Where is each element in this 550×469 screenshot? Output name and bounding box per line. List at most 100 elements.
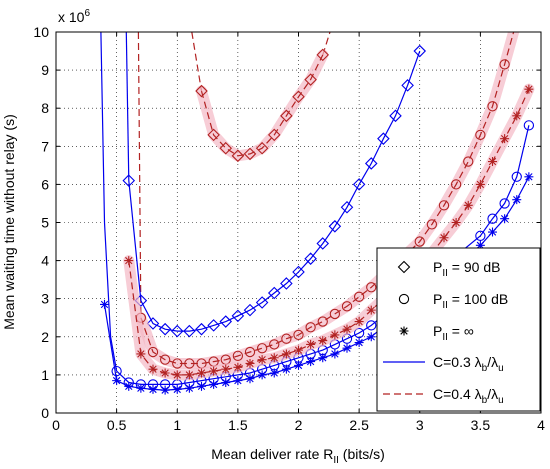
data-point-circle — [184, 358, 195, 369]
x-tick-label: 3.5 — [471, 417, 491, 433]
data-point-diamond — [328, 220, 342, 233]
data-point-circle — [512, 16, 521, 25]
data-point-star — [500, 214, 510, 224]
data-point-star — [281, 349, 291, 359]
data-point-star — [233, 362, 243, 372]
series-C04-diamond — [195, 48, 330, 163]
x-tick-label: 1 — [173, 417, 181, 433]
data-point-diamond — [231, 149, 245, 163]
data-point-diamond — [377, 132, 390, 145]
data-point-circle — [366, 282, 377, 293]
data-point-star — [399, 326, 409, 336]
data-point-circle — [281, 333, 292, 344]
data-point-star — [197, 381, 206, 391]
legend-label: C=0.4 λb/λu — [433, 386, 504, 406]
data-point-diamond — [364, 157, 378, 170]
data-point-star — [221, 378, 231, 388]
data-point-star — [269, 368, 279, 378]
data-point-diamond — [183, 324, 196, 338]
data-point-diamond — [292, 90, 305, 104]
asymptote-line — [191, 32, 203, 92]
data-point-star — [306, 339, 316, 349]
data-point-diamond — [389, 109, 402, 123]
data-point-circle — [147, 346, 159, 358]
asymptote-line — [100, 32, 118, 372]
data-point-diamond — [255, 296, 269, 309]
data-point-circle — [475, 230, 486, 241]
data-point-star — [354, 338, 364, 348]
data-point-star — [463, 200, 473, 210]
data-point-star — [354, 317, 364, 327]
legend-item: PII = ∞ — [399, 323, 474, 343]
data-point-star — [439, 233, 449, 243]
series-C04-circle — [135, 16, 521, 369]
data-point-diamond — [219, 141, 233, 155]
legend-label: PII = 90 dB — [433, 259, 500, 279]
y-tick-label: 4 — [41, 253, 49, 269]
data-point-star — [342, 324, 352, 334]
data-point-star — [330, 349, 340, 359]
data-point-star — [100, 299, 109, 309]
data-point-circle — [523, 120, 535, 131]
data-point-diamond — [231, 309, 245, 323]
data-point-diamond — [195, 84, 208, 98]
data-point-circle — [341, 301, 353, 312]
series-layer — [100, 16, 535, 395]
data-point-diamond — [146, 317, 160, 330]
data-point-diamond — [170, 324, 184, 338]
data-point-star — [294, 345, 303, 355]
data-point-star — [318, 353, 328, 363]
x-tick-label: 2 — [295, 417, 303, 433]
data-point-star — [136, 383, 146, 393]
legend-item: C=0.4 λb/λu — [383, 386, 504, 406]
data-point-star — [221, 364, 231, 374]
data-point-circle — [232, 350, 244, 361]
ticks: 0 0.5 1 1.5 2 2.5 3 3.5 4 0 1 2 3 4 5 6 7 8 9 10 — [33, 24, 545, 433]
data-point-star — [366, 332, 376, 342]
asymptote-line — [137, 32, 142, 318]
series-C03-diamond — [122, 44, 427, 338]
data-point-diamond — [304, 73, 317, 86]
data-point-diamond — [255, 141, 269, 155]
data-point-circle — [353, 291, 365, 302]
data-point-star — [342, 343, 352, 353]
data-point-star — [512, 195, 522, 205]
data-point-diamond — [316, 48, 330, 62]
data-point-star — [245, 358, 255, 368]
data-point-circle — [499, 198, 510, 209]
x-axis-label: Mean deliver rate RII (bits/s) — [211, 446, 385, 466]
series-line — [140, 32, 515, 365]
legend-label: PII = ∞ — [433, 323, 474, 343]
data-point-circle — [511, 171, 522, 182]
data-point-star — [209, 366, 219, 376]
data-point-star — [245, 374, 255, 384]
legend-label: PII = 100 dB — [433, 291, 508, 311]
data-point-star — [148, 384, 158, 394]
data-point-star — [330, 330, 340, 340]
data-point-diamond — [304, 252, 317, 265]
data-point-diamond — [195, 322, 208, 336]
x-tick-label: 1.5 — [228, 417, 248, 433]
data-point-star — [488, 157, 497, 167]
data-point-star — [184, 370, 194, 380]
legend-item: PII = 90 dB — [397, 259, 500, 279]
y-tick-label: 10 — [33, 24, 49, 40]
data-point-circle — [450, 179, 462, 190]
data-point-star — [294, 360, 303, 370]
data-point-star — [524, 84, 534, 94]
y-tick-label: 2 — [41, 329, 49, 345]
legend: PII = 90 dB PII = 100 dB PII = ∞ C=0.3 λb/λ… — [376, 247, 541, 412]
data-point-star — [451, 218, 461, 227]
data-point-circle — [159, 354, 171, 365]
data-point-star — [112, 376, 122, 386]
y-tick-label: 6 — [41, 176, 49, 192]
data-point-circle — [487, 213, 498, 224]
data-point-circle — [244, 346, 256, 358]
data-point-diamond — [243, 303, 257, 317]
y-tick-label: 5 — [41, 215, 49, 231]
data-point-star — [475, 240, 485, 250]
data-point-star — [172, 384, 182, 394]
data-point-star — [136, 349, 146, 359]
data-point-circle — [111, 365, 122, 377]
data-point-star — [306, 357, 316, 367]
